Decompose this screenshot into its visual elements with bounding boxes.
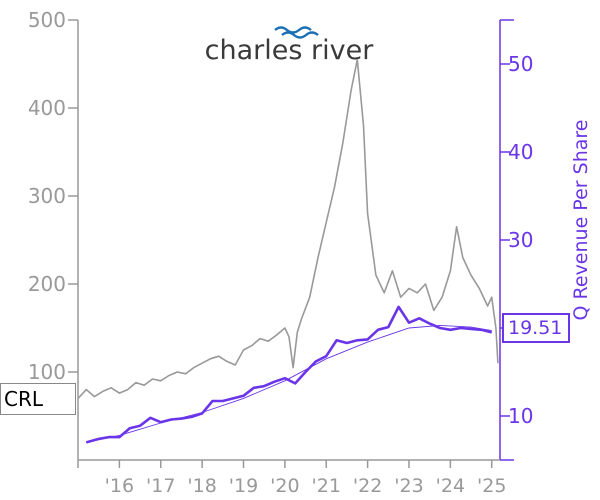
ticker-box: CRL [0,383,76,415]
x-axis-tick-label: '22 [353,475,382,497]
right-axis-tick-label: 10 [508,404,533,428]
x-axis-tick-label: '24 [436,475,465,497]
right-axis-tick-label: 30 [508,228,533,252]
x-axis-tick-label: '18 [187,475,216,497]
latest-value-label: 19.51 [508,317,563,339]
right-axis-tick-label: 50 [508,52,533,76]
x-axis-tick-label: '19 [229,475,258,497]
logo-text: charles river [205,35,375,66]
ticker-label: CRL [4,387,44,411]
left-axis-tick-label: 500 [28,8,66,32]
left-axis-tick-label: 400 [28,96,66,120]
x-axis-tick-label: '21 [312,475,341,497]
revenue-line [85,305,493,444]
left-axis-tick-label: 100 [28,360,66,384]
left-axis-tick-label: 300 [28,184,66,208]
right-axis-title: Q Revenue Per Share [570,120,592,321]
x-axis-tick-label: '20 [270,475,299,497]
x-axis-tick-label: '25 [477,475,506,497]
x-axis-tick-label: '23 [394,475,423,497]
charles-river-logo: charles river [205,26,375,66]
wave-icon [274,26,319,39]
left-axis-tick-label: 200 [28,272,66,296]
revenue-trend-line [86,324,492,443]
latest-value-box: 19.51 [502,313,570,343]
right-axis-tick-label: 40 [508,140,533,164]
x-axis-tick-label: '17 [146,475,175,497]
x-axis-tick-label: '16 [105,475,134,497]
price-line [77,58,499,399]
